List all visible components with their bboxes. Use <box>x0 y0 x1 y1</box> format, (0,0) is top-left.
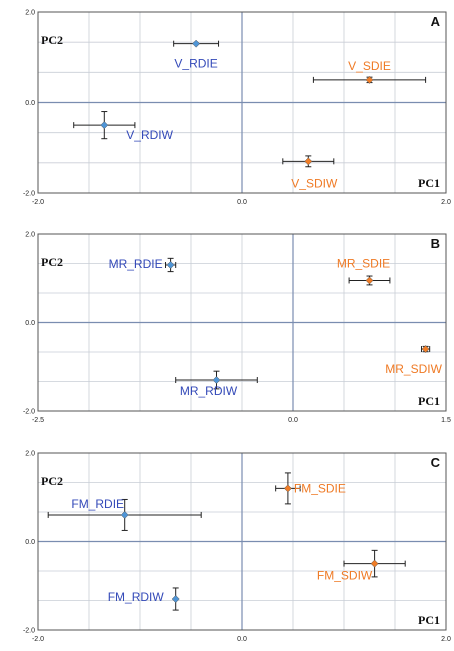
data-point-v-sdie: V_SDIE <box>312 59 427 84</box>
diamond-marker <box>166 261 175 269</box>
y-axis-title: PC2 <box>41 474 63 488</box>
x-tick-label: -2.0 <box>32 636 44 643</box>
data-point-mr-rdie: MR_RDIE <box>109 257 177 273</box>
x-axis-title: PC1 <box>418 394 440 408</box>
x-tick-label: 0.0 <box>237 199 247 206</box>
diamond-marker <box>365 75 374 84</box>
point-label: MR_SDIW <box>385 362 442 376</box>
plot-frame <box>37 11 447 194</box>
y-tick-label: -2.0 <box>23 628 35 635</box>
diamond-marker <box>120 510 129 519</box>
diamond-marker <box>212 376 221 384</box>
x-tick-label: 0.0 <box>237 636 247 643</box>
point-label: FM_RDIW <box>108 590 165 604</box>
y-axis-title: PC2 <box>41 255 63 269</box>
data-point-fm-sdie: FM_SDIE <box>275 472 346 505</box>
chart-panel-B: -2.0 0.0 2.0 -2.5 0.0 1.5 PC2 PC1 B MR_RDIE MR_SDI… <box>23 232 451 425</box>
point-label: MR_SDIE <box>337 256 390 270</box>
y-axis-title: PC2 <box>41 33 63 47</box>
x-tick-label: 2.0 <box>441 199 451 206</box>
y-tick-label: 0.0 <box>25 100 35 107</box>
y-tick-label: 2.0 <box>25 10 35 17</box>
point-label: V_RDIW <box>126 128 173 142</box>
point-label: V_RDIE <box>174 57 217 71</box>
diamond-marker <box>365 276 374 285</box>
data-point-v-rdiw: V_RDIW <box>73 111 174 142</box>
data-point-fm-rdie: FM_RDIE <box>47 497 202 531</box>
y-tick-label: 0.0 <box>25 320 35 327</box>
diamond-marker <box>100 121 109 130</box>
data-point-mr-rdiw: MR_RDIW <box>175 370 258 398</box>
y-tick-label: 2.0 <box>25 451 35 458</box>
data-point-mr-sdie: MR_SDIE <box>337 256 391 286</box>
chart-panel-C: -2.0 0.0 2.0 -2.0 0.0 2.0 PC2 PC1 C FM_SDIE FM_RDI… <box>23 451 451 644</box>
diamond-marker <box>370 559 379 568</box>
panel-letter: A <box>431 14 441 29</box>
point-label: FM_RDIE <box>71 497 124 511</box>
x-tick-label: 1.5 <box>441 417 451 424</box>
diamond-marker <box>192 39 201 48</box>
diamond-marker <box>171 595 180 603</box>
plot-frame <box>37 452 447 631</box>
x-axis-title: PC1 <box>418 176 440 190</box>
point-label: FM_SDIE <box>294 481 346 495</box>
point-label: MR_RDIE <box>109 257 163 271</box>
y-tick-label: -2.0 <box>23 409 35 416</box>
data-point-v-sdiw: V_SDIW <box>282 155 338 190</box>
point-label: V_SDIW <box>291 176 338 190</box>
x-tick-label: -2.5 <box>32 417 44 424</box>
x-tick-label: -2.0 <box>32 199 44 206</box>
chart-panel-A: -2.0 0.0 2.0 -2.0 0.0 2.0 PC2 PC1 A V_RDIE V_SDIE V… <box>23 10 451 207</box>
y-tick-label: -2.0 <box>23 191 35 198</box>
panel-letter: C <box>431 455 441 470</box>
point-label: MR_RDIW <box>180 384 238 398</box>
y-tick-label: 2.0 <box>25 232 35 239</box>
point-label: FM_SDIW <box>317 569 373 583</box>
x-tick-label: 2.0 <box>441 636 451 643</box>
x-tick-label: 0.0 <box>288 417 298 424</box>
data-point-fm-rdiw: FM_RDIW <box>108 587 180 611</box>
diamond-marker <box>421 345 430 354</box>
point-label: V_SDIE <box>348 59 391 73</box>
data-point-v-rdie: V_RDIE <box>173 39 220 71</box>
diamond-marker <box>283 484 292 493</box>
plot-frame <box>37 233 447 412</box>
data-point-fm-sdiw: FM_SDIW <box>317 549 406 583</box>
x-axis-title: PC1 <box>418 613 440 627</box>
y-tick-label: 0.0 <box>25 539 35 546</box>
panel-letter: B <box>431 236 440 251</box>
data-point-mr-sdiw: MR_SDIW <box>385 345 443 376</box>
diamond-marker <box>304 157 313 166</box>
